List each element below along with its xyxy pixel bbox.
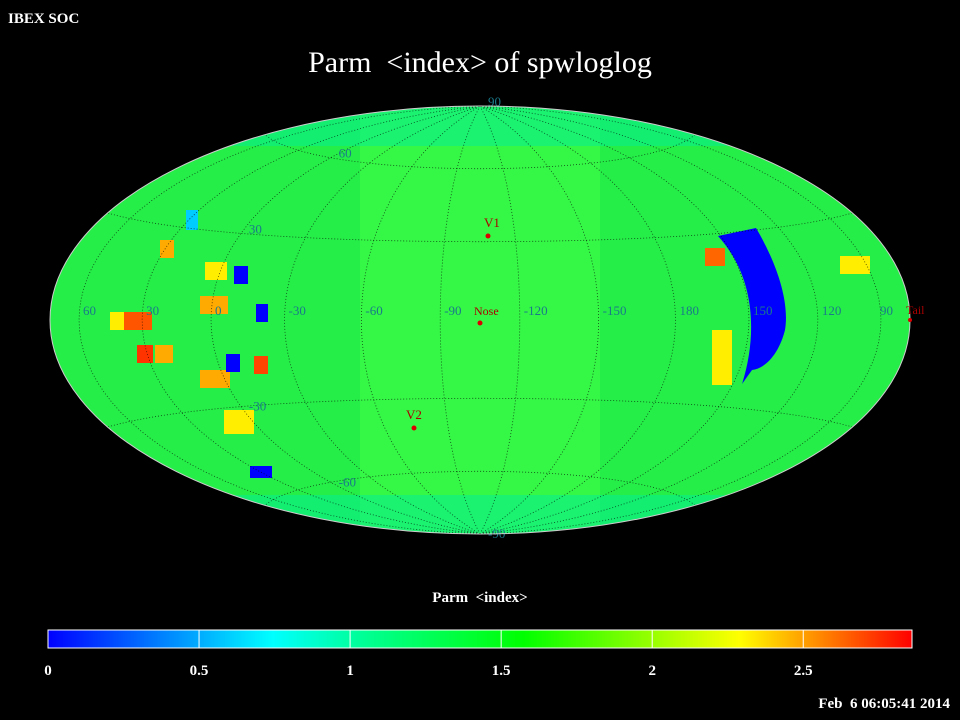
meridian xyxy=(78,105,481,535)
v1-marker xyxy=(485,233,491,239)
colorbar-tick-label: 1 xyxy=(346,663,354,679)
timestamp: Feb 6 06:05:41 2014 xyxy=(818,696,950,712)
latitude-label: 90 xyxy=(488,94,501,109)
tail-label: Tail xyxy=(906,303,925,317)
longitude-label: 150 xyxy=(753,303,773,318)
colorbar-tick-label: 2.5 xyxy=(794,663,813,679)
colorbar xyxy=(47,629,913,649)
v2-marker xyxy=(411,425,417,431)
nose-label: Nose xyxy=(474,304,499,318)
meridian xyxy=(479,105,882,535)
meridian xyxy=(479,105,521,535)
parallel xyxy=(264,134,696,170)
nose-marker xyxy=(477,320,483,326)
header: IBEX SOC xyxy=(8,11,79,27)
longitude-label: -150 xyxy=(603,303,627,318)
latitude-label: -30 xyxy=(249,399,266,414)
title: Parm <index> of spwloglog xyxy=(308,46,652,79)
longitude-label: -120 xyxy=(524,303,548,318)
latitude-label: 30 xyxy=(249,221,262,236)
latitude-label: 60 xyxy=(339,146,352,161)
longitude-label: -60 xyxy=(365,303,382,318)
v1-label: V1 xyxy=(484,215,500,230)
meridian xyxy=(284,105,481,535)
tail-marker xyxy=(908,318,912,322)
meridian xyxy=(141,105,481,535)
v2-label: V2 xyxy=(406,407,422,422)
colorbar-tick-label: 1.5 xyxy=(492,663,511,679)
colorbar-ticks: 0 0.5 1 1.5 2 2.5 xyxy=(44,630,813,679)
longitude-label: -90 xyxy=(444,303,461,318)
longitude-label: 30 xyxy=(146,303,159,318)
latitude-label: -60 xyxy=(339,474,356,489)
longitude-label: 120 xyxy=(822,303,842,318)
colorbar-tick-label: 0.5 xyxy=(190,663,209,679)
meridian xyxy=(479,105,676,535)
longitude-label: -30 xyxy=(289,303,306,318)
graticule: 60 30 0 -30 -60 -90 -120 -150 180 150 120 90 90 60 30 -… xyxy=(78,94,893,541)
parallel xyxy=(264,470,696,506)
colorbar-title: Parm <index> xyxy=(432,590,527,606)
meridian xyxy=(479,105,600,535)
longitude-label: 90 xyxy=(880,303,893,318)
longitude-label: 180 xyxy=(679,303,699,318)
colorbar-tick-label: 0 xyxy=(44,663,52,679)
longitude-label: 60 xyxy=(83,303,96,318)
colorbar-tick-label: 2 xyxy=(648,663,656,679)
longitude-label: 0 xyxy=(215,303,222,318)
